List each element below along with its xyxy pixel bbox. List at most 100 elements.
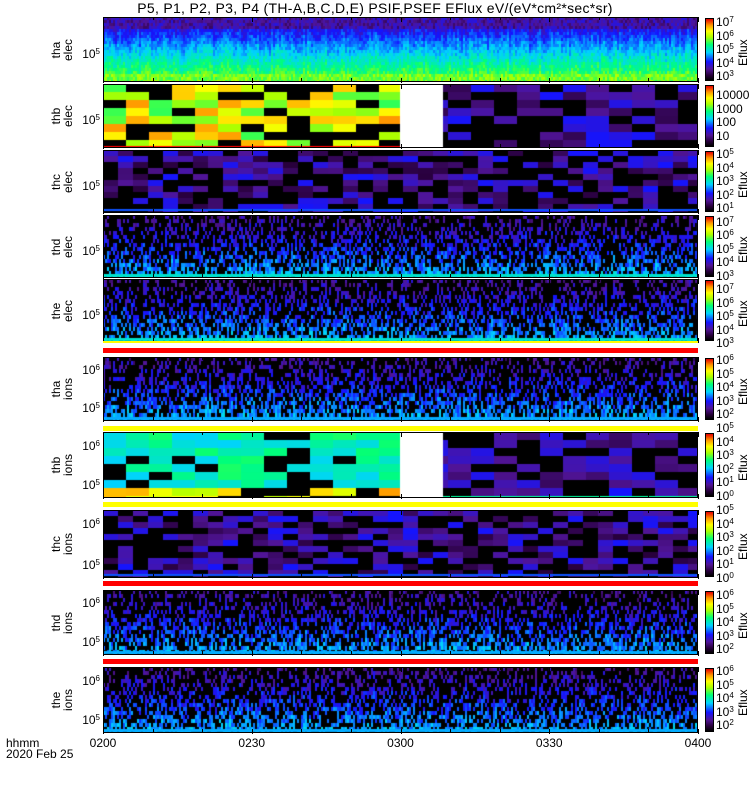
- time-tick-mark: [202, 209, 204, 212]
- colorbar-tick-label: 1000: [716, 102, 743, 117]
- time-tick-mark: [251, 84, 253, 89]
- y-tick-value: 105: [82, 635, 100, 649]
- colorbar-tick-label: 100: [716, 489, 734, 504]
- time-tick-mark: [400, 78, 402, 83]
- species-label: elec: [61, 235, 75, 258]
- time-tick-mark: [251, 17, 253, 22]
- time-tick-mark: [450, 667, 452, 670]
- colorbar-thc-ions: [705, 511, 714, 577]
- spectrogram-the-ions: [103, 667, 698, 733]
- time-tick-mark: [301, 144, 303, 147]
- colorbar-tick-value: 105: [716, 242, 734, 256]
- time-tick-mark: [202, 590, 204, 593]
- time-tick-mark: [152, 150, 154, 153]
- colorbar-tick-value-exponent: 3: [729, 530, 734, 539]
- colorbar-tick-value-base: 10: [716, 588, 730, 602]
- time-tick-mark: [350, 279, 352, 282]
- time-tick-mark: [202, 78, 204, 81]
- colorbar-tick-value-base: 10: [716, 160, 730, 175]
- time-tick-mark: [301, 78, 303, 81]
- time-tick-mark: [251, 215, 253, 220]
- colorbar-tick-label: 10: [716, 129, 729, 144]
- colorbar-tick-value: 103: [716, 394, 734, 408]
- time-tick-mark: [152, 494, 154, 497]
- colorbar-tick-value: 102: [716, 188, 734, 202]
- time-tick-mark: [598, 215, 600, 218]
- y-tick-value-base: 10: [82, 673, 96, 688]
- y-tick-value-base: 10: [82, 516, 96, 531]
- colorbar-tick-value-base: 10: [716, 15, 730, 29]
- time-tick-mark: [103, 274, 104, 279]
- y-tick-value: 105: [82, 113, 100, 127]
- colorbar-tick-value: 106: [716, 29, 734, 43]
- colorbar-label: Eflux: [736, 170, 750, 198]
- time-tick-mark: [499, 574, 501, 577]
- time-tick-mark: [152, 574, 154, 577]
- colorbar-tick-value-base: 10: [716, 353, 730, 367]
- time-tick-mark: [350, 357, 352, 360]
- spectrogram-tha-elec: [103, 17, 698, 82]
- colorbar-tick-value: 105: [716, 421, 734, 435]
- time-tick-mark: [152, 78, 154, 81]
- time-tick-mark: [648, 651, 650, 654]
- time-tick-mark: [103, 651, 104, 656]
- colorbar-tick-value: 102: [716, 642, 734, 656]
- colorbar-tick-value-exponent: 4: [729, 615, 734, 624]
- time-tick-mark: [202, 667, 204, 670]
- time-tick-mark: [450, 209, 452, 212]
- panel-ylabel: thc elec: [49, 152, 75, 212]
- colorbar-tick-value: 104: [716, 435, 734, 449]
- time-tick-mark: [549, 729, 551, 734]
- y-tick-value-exponent: 5: [95, 635, 100, 645]
- time-tick-mark: [648, 574, 650, 577]
- colorbar-tick-value-exponent: 5: [729, 503, 734, 512]
- colorbar-tick-label: 101: [716, 475, 734, 490]
- time-tick-mark: [450, 510, 452, 513]
- colorbar-tick-value-exponent: 5: [729, 421, 734, 430]
- time-tick-mark: [251, 574, 253, 579]
- y-tick-label: 105: [82, 402, 100, 415]
- time-tick-mark: [549, 432, 551, 437]
- colorbar-tick-value-base: 10: [716, 241, 730, 256]
- y-tick-value-exponent: 5: [95, 178, 100, 188]
- y-tick-label: 105: [82, 479, 100, 492]
- time-tick-mark: [202, 417, 204, 420]
- colorbar-tick-value-exponent: 1: [729, 557, 734, 566]
- colorbar-tick-label: 104: [716, 160, 734, 176]
- y-tick-value-exponent: 5: [95, 243, 100, 253]
- time-tick-mark: [350, 78, 352, 81]
- time-tick-mark: [549, 215, 551, 220]
- colorbar-tick-value: 105: [716, 602, 734, 616]
- time-tick-mark: [698, 209, 699, 214]
- time-tick-mark: [499, 17, 501, 20]
- colorbar-tick-value: 104: [716, 255, 734, 269]
- colorbar-tick-value-base: 10: [716, 628, 730, 643]
- colorbar-tick-value-exponent: 6: [729, 295, 734, 305]
- time-tick-mark: [350, 729, 352, 732]
- y-tick-value-exponent: 5: [95, 713, 100, 723]
- time-tick-mark: [400, 651, 402, 656]
- spectrogram-panel-tha-ions: [103, 357, 698, 421]
- time-tick-mark: [698, 279, 699, 284]
- colorbar-tick-value-base: 10: [716, 475, 730, 489]
- colorbar-tick-value: 105: [716, 503, 734, 517]
- time-tick-mark: [301, 574, 303, 577]
- y-tick-value-exponent: 5: [95, 113, 100, 123]
- time-tick-mark: [301, 667, 303, 670]
- time-tick-mark: [499, 209, 501, 212]
- colorbar-tick-label: 105: [716, 242, 734, 257]
- colorbar-tick-label: 102: [716, 188, 734, 203]
- time-tick-mark: [152, 84, 154, 87]
- spectrogram-thd-elec: [103, 215, 698, 278]
- colorbar-tick-label: 105: [716, 367, 734, 382]
- colorbar-tick-value-base: 10: [716, 516, 730, 531]
- probe-separator-bar: [103, 581, 698, 586]
- time-tick-mark: [350, 150, 352, 153]
- time-tick-mark: [400, 667, 402, 672]
- time-tick-mark: [301, 651, 303, 654]
- time-tick-mark: [251, 209, 253, 214]
- colorbar-tick-value-base: 10: [716, 201, 730, 215]
- time-tick-mark: [202, 279, 204, 282]
- time-tick-mark: [549, 274, 551, 279]
- colorbar-tick-value: 104: [716, 615, 734, 629]
